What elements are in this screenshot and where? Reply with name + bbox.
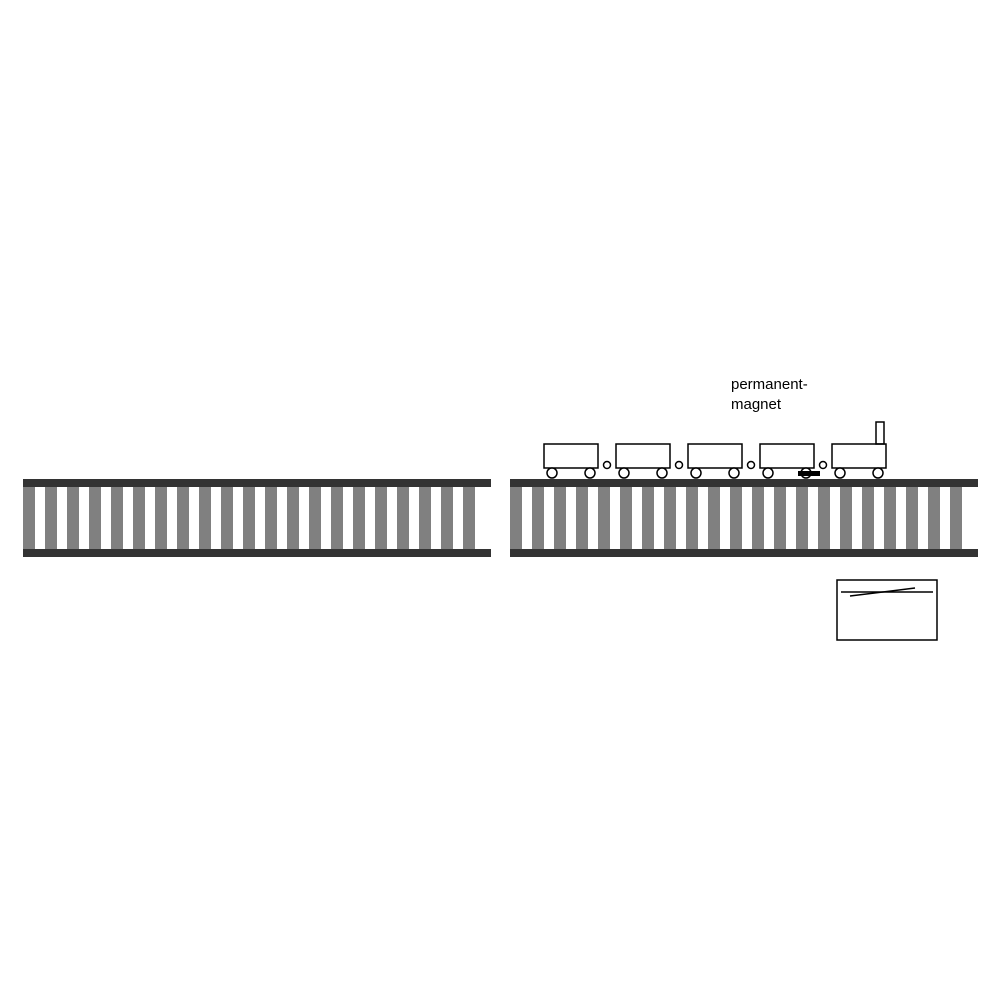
track-tie — [576, 483, 588, 553]
track-tie — [111, 483, 123, 553]
track-tie — [45, 483, 57, 553]
track-tie — [23, 483, 35, 553]
wheel-icon — [729, 468, 739, 478]
track-tie — [199, 483, 211, 553]
wheel-icon — [763, 468, 773, 478]
coupling-icon — [676, 462, 683, 469]
track-tie — [664, 483, 676, 553]
track-tie — [243, 483, 255, 553]
track-rail-bottom — [510, 549, 978, 557]
track-tie — [353, 483, 365, 553]
track-tie — [862, 483, 874, 553]
locomotive — [832, 422, 886, 478]
track-tie — [67, 483, 79, 553]
magnet-label: permanent- magnet — [731, 375, 808, 414]
track-tie — [155, 483, 167, 553]
track-tie — [686, 483, 698, 553]
track-tie — [928, 483, 940, 553]
track-tie — [818, 483, 830, 553]
track-tie — [331, 483, 343, 553]
switch-box-outline — [837, 580, 937, 640]
track-tie — [177, 483, 189, 553]
coupling-icon — [820, 462, 827, 469]
track-tie — [620, 483, 632, 553]
track-tie — [730, 483, 742, 553]
wheel-icon — [835, 468, 845, 478]
wheel-icon — [873, 468, 883, 478]
track-rail-top — [23, 479, 491, 487]
wheel-icon — [547, 468, 557, 478]
track-tie — [89, 483, 101, 553]
wheel-icon — [691, 468, 701, 478]
magnet-label-line1: permanent- — [731, 376, 808, 393]
track-tie — [840, 483, 852, 553]
car-body — [760, 444, 814, 468]
track-tie — [309, 483, 321, 553]
track-tie — [133, 483, 145, 553]
track-tie — [598, 483, 610, 553]
track-rail-bottom — [23, 549, 491, 557]
track-tie — [532, 483, 544, 553]
wheel-icon — [657, 468, 667, 478]
track-tie — [884, 483, 896, 553]
car-body — [616, 444, 670, 468]
track-tie — [950, 483, 962, 553]
coupling-icon — [748, 462, 755, 469]
train-car-0 — [544, 444, 611, 478]
train-car-3 — [760, 444, 827, 478]
track-tie — [708, 483, 720, 553]
track-tie — [221, 483, 233, 553]
track-tie — [752, 483, 764, 553]
track-tie — [265, 483, 277, 553]
track-tie — [554, 483, 566, 553]
coupling-icon — [604, 462, 611, 469]
track-tie — [510, 483, 522, 553]
track-tie — [397, 483, 409, 553]
train-car-1 — [616, 444, 683, 478]
track-tie — [287, 483, 299, 553]
track-tie — [774, 483, 786, 553]
car-body — [832, 444, 886, 468]
chimney-icon — [876, 422, 884, 444]
track-tie — [642, 483, 654, 553]
track-tie — [375, 483, 387, 553]
car-body — [688, 444, 742, 468]
magnet-label-line2: magnet — [731, 396, 781, 413]
train-car-2 — [688, 444, 755, 478]
permanent-magnet-icon — [798, 471, 820, 476]
diagram-scene — [0, 0, 1001, 1001]
track-tie — [906, 483, 918, 553]
wheel-icon — [619, 468, 629, 478]
track-rail-top — [510, 479, 978, 487]
track-tie — [796, 483, 808, 553]
track-segment-0 — [23, 479, 491, 557]
track-tie — [419, 483, 431, 553]
reed-switch-box — [837, 580, 937, 640]
track-tie — [463, 483, 475, 553]
track-segment-1 — [510, 479, 978, 557]
car-body — [544, 444, 598, 468]
track-tie — [441, 483, 453, 553]
wheel-icon — [585, 468, 595, 478]
